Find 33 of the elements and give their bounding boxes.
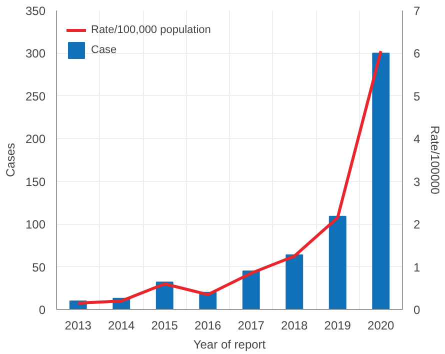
- y2-tick-label: 6: [414, 46, 420, 61]
- legend-label: Rate/100,000 population: [91, 24, 211, 36]
- x-tick-label: 2013: [64, 318, 92, 332]
- x-tick-label: 2016: [194, 318, 222, 332]
- bar: [372, 52, 390, 310]
- x-tick-label: 2014: [108, 318, 136, 332]
- y-tick-label: 150: [25, 174, 46, 189]
- y2-tick-label: 4: [414, 132, 420, 146]
- y-tick-label: 0: [38, 303, 46, 317]
- x-axis-title: Year of report: [193, 338, 266, 352]
- y2-tick-label: 1: [414, 260, 420, 274]
- x-tick-label: 2018: [281, 318, 308, 332]
- y-tick-label: 50: [32, 260, 46, 274]
- y2-tick-label: 2: [414, 218, 420, 232]
- bar: [242, 270, 260, 310]
- x-tick-label: 2019: [324, 318, 352, 332]
- y-tick-label: 300: [25, 46, 46, 61]
- y2-tick-label: 5: [414, 89, 420, 104]
- y-tick-label: 250: [25, 89, 46, 104]
- y-tick-label: 100: [25, 218, 46, 232]
- y-axis-title: Cases: [3, 142, 18, 178]
- bar: [328, 216, 346, 310]
- y2-tick-label: 0: [414, 303, 420, 317]
- y2-tick-label: 7: [414, 4, 420, 18]
- y2-tick-label: 3: [414, 174, 420, 189]
- bar: [286, 254, 304, 310]
- y2-axis-title: Rate/100000: [428, 126, 442, 195]
- legend-label: Case: [91, 44, 117, 56]
- y-tick-label: 200: [25, 132, 46, 146]
- x-tick-label: 2015: [151, 318, 178, 332]
- x-tick-label: 2020: [368, 318, 395, 332]
- y-tick-label: 350: [25, 4, 46, 18]
- x-tick-label: 2017: [238, 318, 265, 332]
